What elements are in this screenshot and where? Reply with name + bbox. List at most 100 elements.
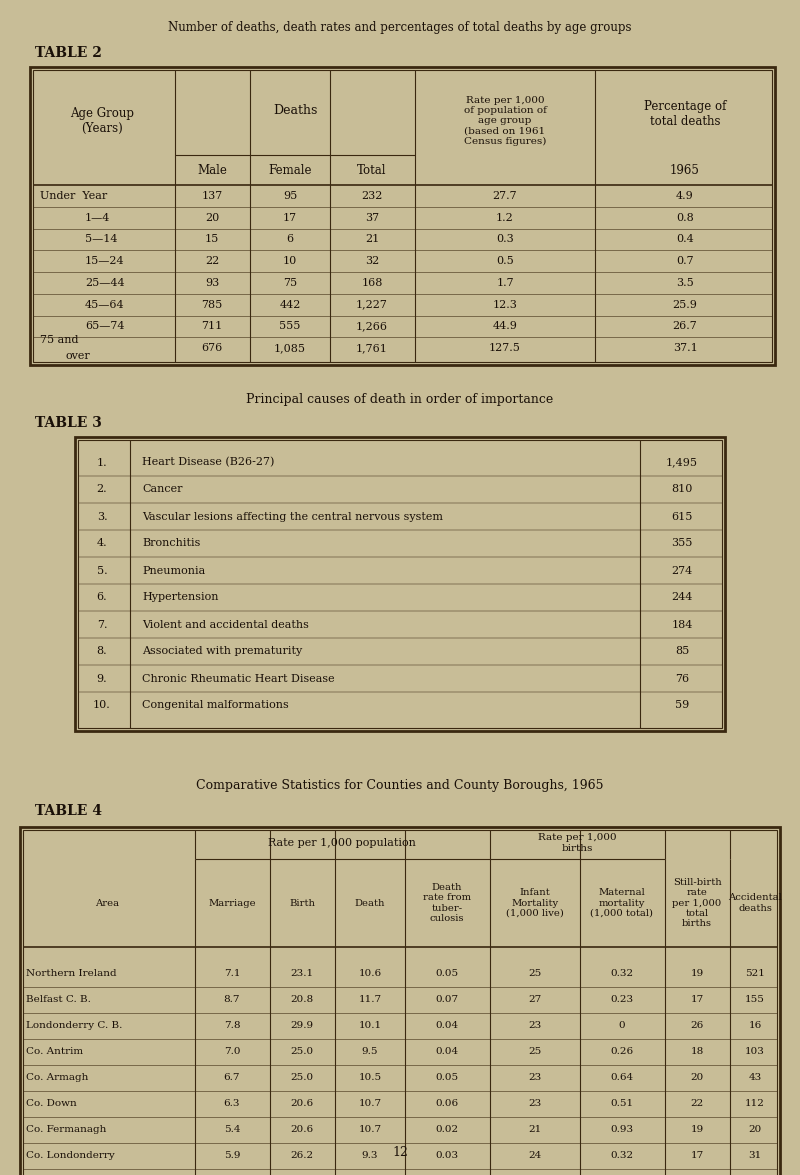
Text: 59: 59 — [675, 700, 689, 711]
Text: 23: 23 — [528, 1100, 542, 1108]
Text: 10.1: 10.1 — [358, 1021, 382, 1030]
Text: 10: 10 — [283, 256, 297, 266]
Text: Rate per 1,000
births: Rate per 1,000 births — [538, 833, 616, 853]
Text: 19: 19 — [690, 1126, 704, 1135]
Text: 23: 23 — [528, 1021, 542, 1030]
Text: Hypertension: Hypertension — [142, 592, 218, 603]
Text: 521: 521 — [745, 969, 765, 979]
Text: 0.64: 0.64 — [610, 1074, 634, 1082]
Text: 137: 137 — [202, 190, 222, 201]
Text: 19: 19 — [690, 969, 704, 979]
Text: TABLE 2: TABLE 2 — [35, 46, 102, 60]
Text: 22: 22 — [690, 1100, 704, 1108]
Text: 37.1: 37.1 — [673, 343, 698, 354]
Text: 0.23: 0.23 — [610, 995, 634, 1005]
Text: 244: 244 — [671, 592, 693, 603]
Text: 25.9: 25.9 — [673, 300, 698, 310]
Text: 274: 274 — [671, 565, 693, 576]
Text: 20: 20 — [748, 1126, 762, 1135]
Text: 15—24: 15—24 — [85, 256, 125, 266]
Text: 27.7: 27.7 — [493, 190, 518, 201]
Bar — [75, 437, 725, 731]
Text: 232: 232 — [362, 190, 382, 201]
Text: 18: 18 — [690, 1047, 704, 1056]
Text: Number of deaths, death rates and percentages of total deaths by age groups: Number of deaths, death rates and percen… — [168, 20, 632, 34]
Text: 25.0: 25.0 — [290, 1047, 314, 1056]
Text: 5.: 5. — [97, 565, 107, 576]
Text: Area: Area — [95, 899, 119, 907]
Text: 4.: 4. — [97, 538, 107, 549]
Text: 25: 25 — [528, 1047, 542, 1056]
Text: 12.3: 12.3 — [493, 300, 518, 310]
Text: 6.: 6. — [97, 592, 107, 603]
Text: 31: 31 — [748, 1152, 762, 1161]
Text: 711: 711 — [202, 322, 222, 331]
Text: 676: 676 — [202, 343, 222, 354]
Text: 0.05: 0.05 — [435, 1074, 458, 1082]
Text: 6: 6 — [286, 234, 294, 244]
Text: Percentage of
total deaths: Percentage of total deaths — [644, 100, 726, 128]
Text: 75 and: 75 and — [40, 335, 78, 345]
Text: 20: 20 — [205, 213, 219, 222]
Text: 93: 93 — [205, 277, 219, 288]
Text: Accidental
deaths: Accidental deaths — [728, 893, 782, 913]
Text: 12: 12 — [392, 1147, 408, 1160]
Text: 9.: 9. — [97, 673, 107, 684]
Text: 0.03: 0.03 — [435, 1152, 458, 1161]
Text: 1965: 1965 — [670, 163, 700, 176]
Text: 23.1: 23.1 — [290, 969, 314, 979]
Bar — [33, 70, 772, 362]
Text: 10.: 10. — [93, 700, 111, 711]
Text: Vascular lesions affecting the central nervous system: Vascular lesions affecting the central n… — [142, 511, 443, 522]
Text: 11.7: 11.7 — [358, 995, 382, 1005]
Text: 0.8: 0.8 — [676, 213, 694, 222]
Text: 16: 16 — [748, 1021, 762, 1030]
Text: 1,085: 1,085 — [274, 343, 306, 354]
Text: 37: 37 — [365, 213, 379, 222]
Text: Male: Male — [197, 163, 227, 176]
Text: 1.7: 1.7 — [496, 277, 514, 288]
Text: Birth: Birth — [289, 899, 315, 907]
Text: 76: 76 — [675, 673, 689, 684]
Text: 1,227: 1,227 — [356, 300, 388, 310]
Text: 4.9: 4.9 — [676, 190, 694, 201]
Text: 26.7: 26.7 — [673, 322, 698, 331]
Text: 0.5: 0.5 — [496, 256, 514, 266]
Text: 29.9: 29.9 — [290, 1021, 314, 1030]
Text: 0.32: 0.32 — [610, 969, 634, 979]
Text: 24: 24 — [528, 1152, 542, 1161]
Text: 615: 615 — [671, 511, 693, 522]
Text: 15: 15 — [205, 234, 219, 244]
Text: 0.26: 0.26 — [610, 1047, 634, 1056]
Text: 7.1: 7.1 — [224, 969, 240, 979]
Text: 0.05: 0.05 — [435, 969, 458, 979]
Text: 0.07: 0.07 — [435, 995, 458, 1005]
Text: 25—44: 25—44 — [85, 277, 125, 288]
Text: 103: 103 — [745, 1047, 765, 1056]
Text: 5.4: 5.4 — [224, 1126, 240, 1135]
Text: 10.7: 10.7 — [358, 1100, 382, 1108]
Text: 0.93: 0.93 — [610, 1126, 634, 1135]
Text: 44.9: 44.9 — [493, 322, 518, 331]
Text: 26: 26 — [690, 1021, 704, 1030]
Text: 0.7: 0.7 — [676, 256, 694, 266]
Text: 20: 20 — [690, 1074, 704, 1082]
Text: 0.02: 0.02 — [435, 1126, 458, 1135]
Text: Total: Total — [358, 163, 386, 176]
Text: 17: 17 — [690, 995, 704, 1005]
Text: 184: 184 — [671, 619, 693, 630]
Text: Co. Antrim: Co. Antrim — [26, 1047, 83, 1056]
Text: 8.: 8. — [97, 646, 107, 657]
Text: 2.: 2. — [97, 484, 107, 495]
Text: 65—74: 65—74 — [85, 322, 125, 331]
Text: 1.: 1. — [97, 457, 107, 468]
Text: 155: 155 — [745, 995, 765, 1005]
Text: 168: 168 — [362, 277, 382, 288]
Text: 1.2: 1.2 — [496, 213, 514, 222]
Text: 27: 27 — [528, 995, 542, 1005]
Bar — [78, 439, 722, 728]
Text: Comparative Statistics for Counties and County Boroughs, 1965: Comparative Statistics for Counties and … — [196, 779, 604, 792]
Text: 0: 0 — [618, 1021, 626, 1030]
Text: 127.5: 127.5 — [489, 343, 521, 354]
Text: 1,266: 1,266 — [356, 322, 388, 331]
